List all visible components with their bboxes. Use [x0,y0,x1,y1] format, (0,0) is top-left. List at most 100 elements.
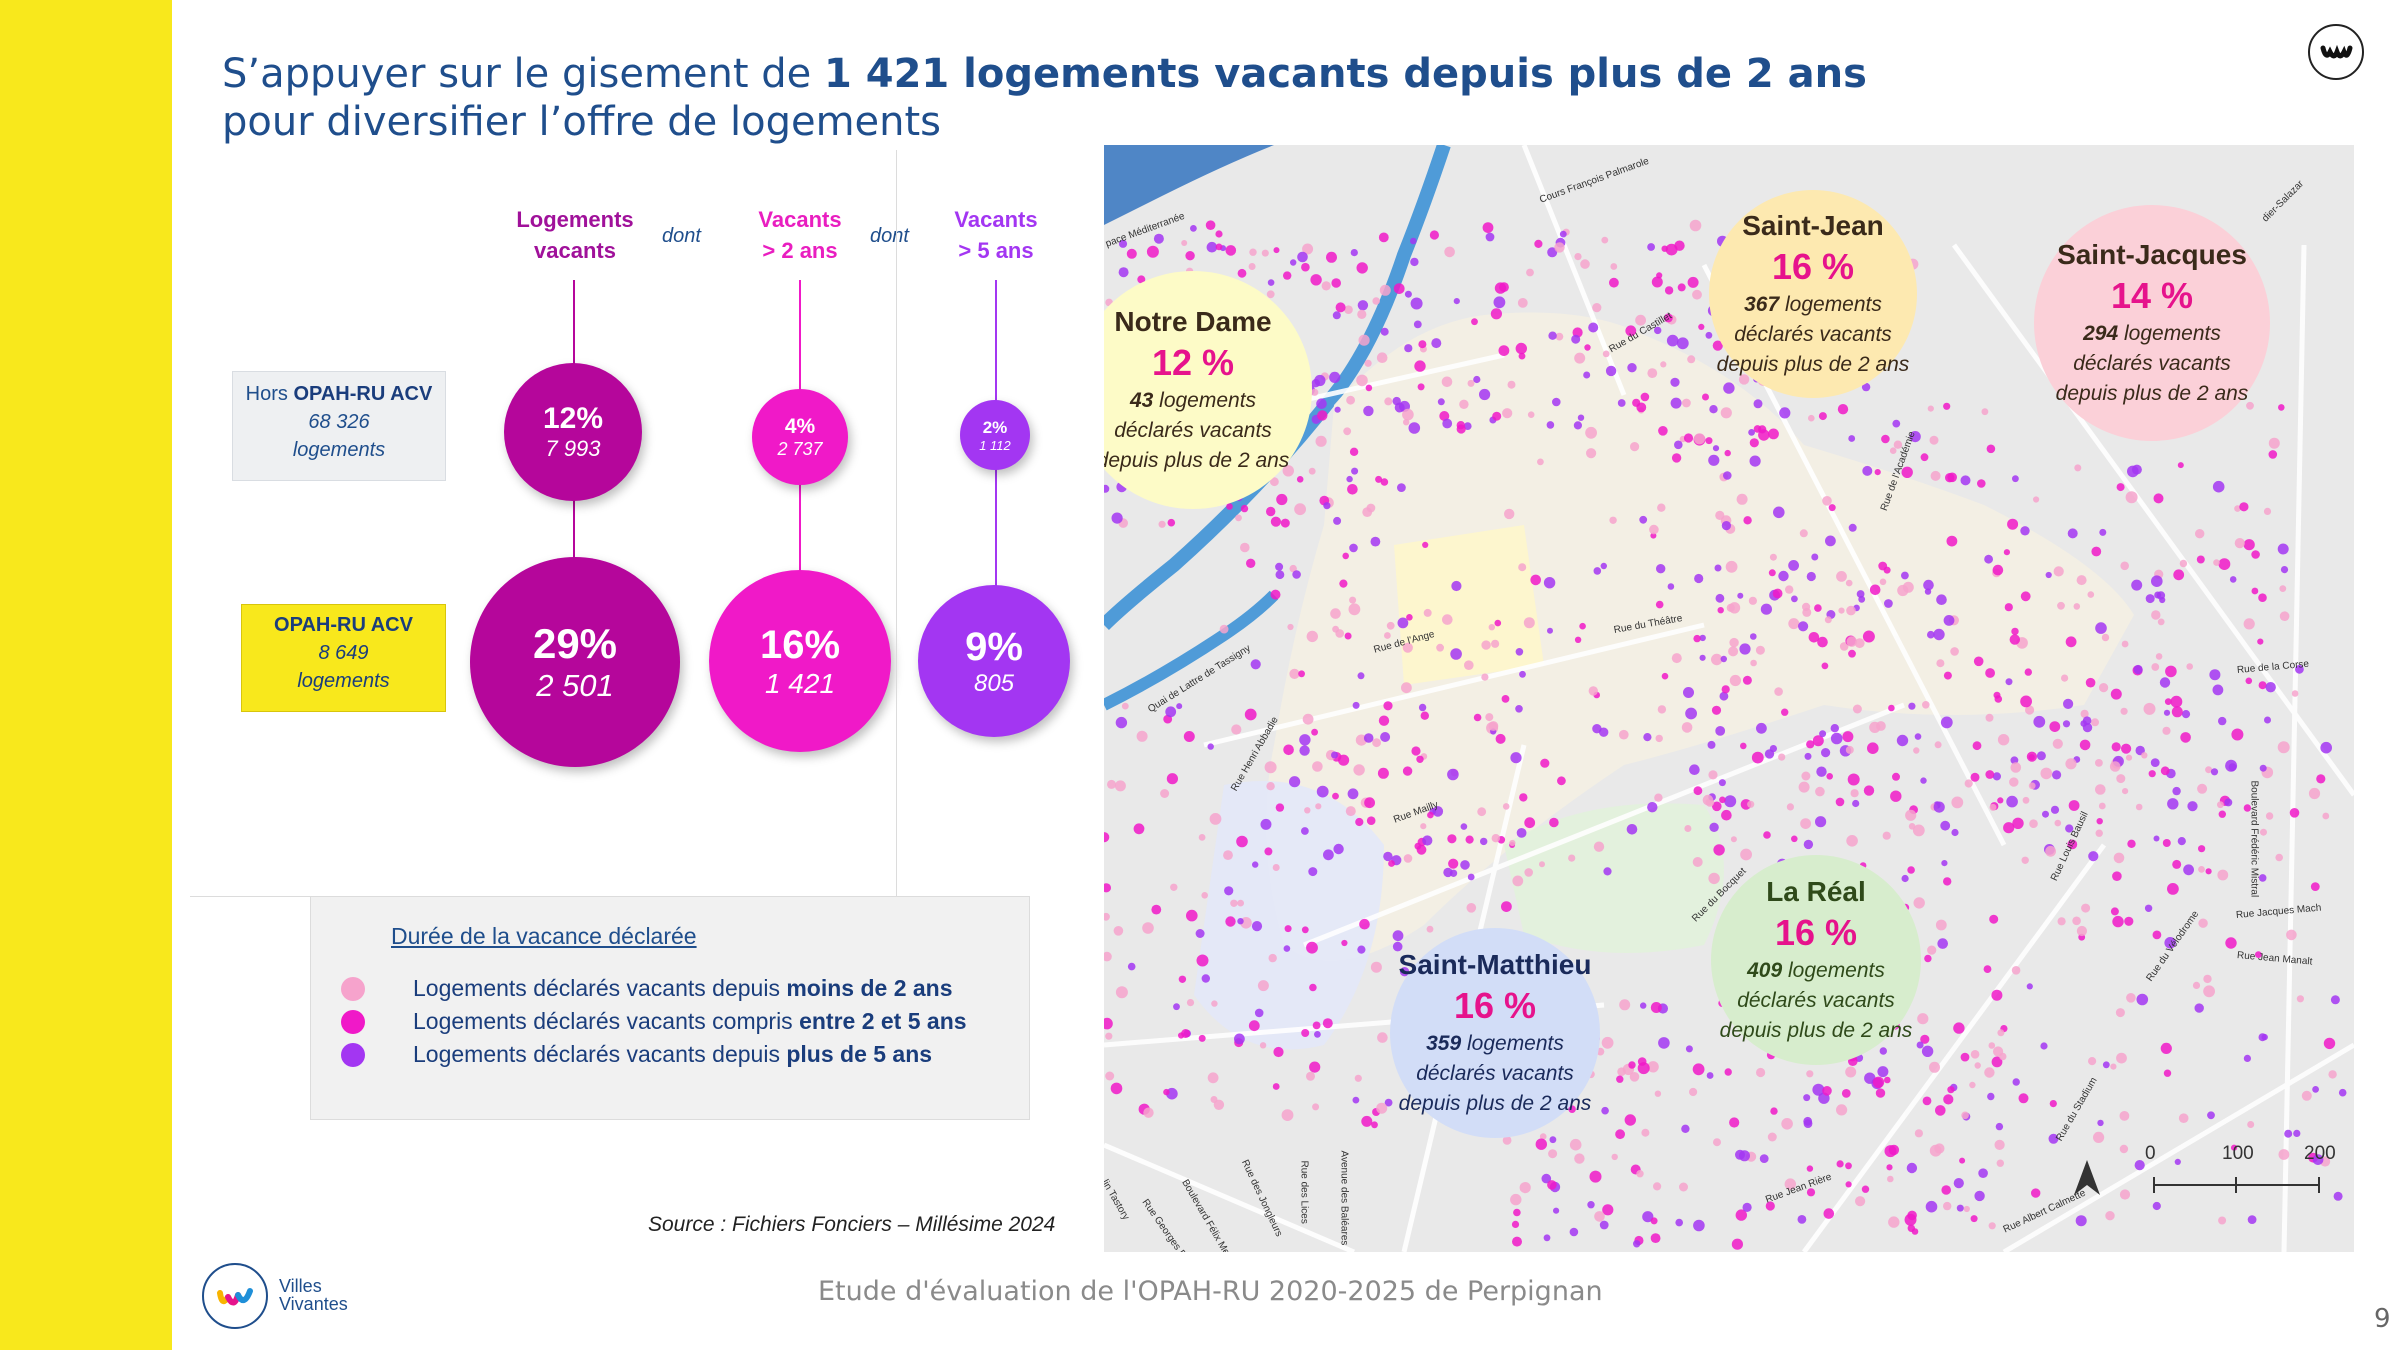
vacancy-dot [1383,701,1393,711]
vacancy-dot [1698,323,1705,330]
vacancy-dot [2333,1191,2343,1201]
vacancy-dot [1687,355,1696,364]
vacancy-dot [1426,925,1434,933]
vacancy-dot [1715,510,1725,520]
vacancy-dot [1110,1082,1123,1095]
vacancy-dot [1230,899,1238,907]
vacancy-dot [1240,542,1250,553]
vacancy-dot [1270,589,1281,600]
vacancy-dot [1429,230,1439,240]
vacancy-dot [1692,1063,1705,1076]
vacancy-dot [2245,677,2253,685]
vacancy-dot [2062,720,2071,728]
vacancy-dot [1760,603,1772,615]
vacancy-dot [1249,248,1257,256]
vacancy-dot [1731,1238,1743,1250]
vacancy-dot [2286,929,2297,941]
villes-vivantes-logo-icon [2308,24,2364,80]
vacancy-dot [1984,1067,1995,1078]
vacancy-dot [2028,782,2036,790]
vacancy-dot [1920,453,1929,462]
vacancy-dot [2255,951,2262,958]
vacancy-dot [1524,868,1533,877]
vacancy-dot [1693,433,1706,445]
vacancy-dot [1689,1087,1698,1097]
vacancy-dot [1481,673,1489,681]
vacancy-dot [2183,864,2194,876]
vacancy-map[interactable]: 0 100 200 Cours François Palmarole pace … [1104,145,2354,1252]
vacancy-dot [1364,797,1375,809]
vacancy-dot [1749,438,1759,448]
vacancy-dot [1513,1208,1521,1217]
vacancy-dot [1535,1138,1547,1150]
vacancy-dot [1943,1094,1954,1105]
vacancy-dot [1917,1013,1929,1025]
vacancy-dot [1922,1096,1932,1106]
vacancy-dot [2210,768,2219,776]
vacancy-dot [1988,1042,1996,1049]
dont-label-2: dont [870,225,909,247]
vacancy-dot [1574,636,1582,643]
vacancy-dot [2003,549,2010,556]
vacancy-dot [2203,985,2215,998]
vacancy-dot [2097,1119,2104,1127]
vacancy-dot [1822,1086,1832,1096]
vacancy-dot [1940,716,1953,729]
vacancy-dot [1651,276,1663,288]
vacancy-dot [2131,464,2142,475]
vacancy-dot [1257,980,1269,992]
vacancy-dot [1674,240,1685,251]
vacancy-dot [1170,883,1178,891]
vacancy-dot [2124,916,2134,926]
vacancy-dot [1799,529,1808,538]
vacancy-dot [1989,803,1997,811]
vacancy-dot [1530,574,1541,586]
light-pink-dot-icon [341,976,365,1001]
vacancy-dot [2082,722,2093,733]
vacancy-dot [1845,579,1853,587]
vacancy-dot [1363,405,1374,417]
vacancy-dot [1408,422,1421,434]
district-saint-jean: Saint-Jean 16 % 367 logements déclarés v… [1709,190,1917,398]
vacancy-dot [1819,730,1827,738]
vacancy-dot [1519,793,1528,802]
vacancy-dot [1436,643,1444,652]
vacancy-dot [1504,508,1515,520]
vacancy-dot [1488,721,1499,731]
vacancy-dot [2265,812,2274,820]
vacancy-dot [1889,447,1897,455]
vacancy-dot [1181,1029,1191,1038]
vacancy-dot [1515,342,1527,355]
vacancy-dot [1925,1200,1938,1213]
vacancy-dot [1649,524,1659,535]
vacancy-dot [2067,839,2078,850]
vacancy-dot [2099,683,2109,693]
vacancy-dot [1913,897,1925,909]
vacancy-dot [1306,941,1318,954]
vacancy-dot [1404,344,1413,353]
vacancy-dot [2243,618,2255,630]
vacancy-dot [2115,1008,2125,1018]
vacancy-dot [1970,772,1980,782]
vacancy-dot [1534,239,1543,248]
vacancy-dot [1713,844,1725,856]
vacancy-dot [1842,731,1854,743]
vacancy-dot [1854,638,1865,649]
vacancy-dot [1377,1032,1388,1043]
vacancy-dot [1867,742,1879,754]
vacancy-dot [2268,450,2278,459]
vacancy-dot [1721,521,1731,531]
vacancy-dot [1573,421,1582,430]
vacancy-dot [1802,602,1811,611]
vacancy-dot [1977,479,1986,488]
vacancy-dot [1861,1185,1870,1193]
vacancy-dot [1946,535,1958,547]
vacancy-dot [1333,843,1344,855]
vacancy-dot [1960,475,1971,486]
vacancy-dot [1921,1045,1934,1057]
vacancy-dot [1729,674,1741,687]
vacancy-dot [1863,785,1875,796]
vacancy-dot [1953,1022,1965,1034]
vacancy-dot [1601,236,1609,244]
vacancy-dot [1694,573,1704,584]
